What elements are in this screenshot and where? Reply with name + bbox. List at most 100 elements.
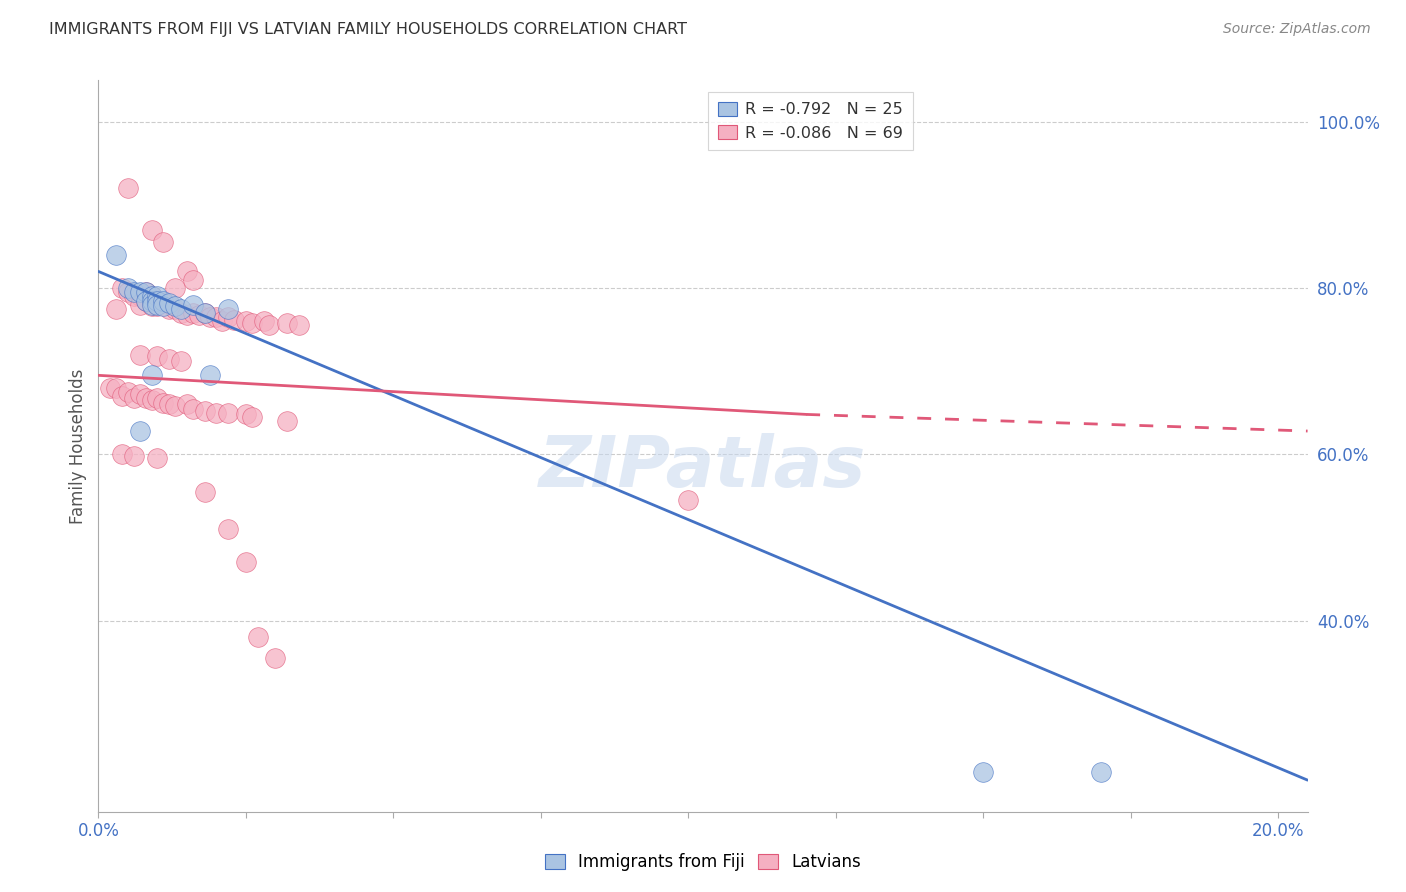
Point <box>111 447 134 461</box>
Point <box>135 285 157 300</box>
Text: Source: ZipAtlas.com: Source: ZipAtlas.com <box>1223 22 1371 37</box>
Point <box>105 381 128 395</box>
Point <box>135 293 157 308</box>
Point <box>240 409 263 424</box>
Point <box>146 298 169 312</box>
Point <box>111 389 134 403</box>
Point <box>205 310 228 325</box>
Point <box>217 406 239 420</box>
Point <box>187 308 209 322</box>
Point <box>200 368 222 383</box>
Legend: R = -0.792   N = 25, R = -0.086   N = 69: R = -0.792 N = 25, R = -0.086 N = 69 <box>709 92 912 151</box>
Point <box>276 414 298 428</box>
Point <box>157 351 180 366</box>
Point <box>170 354 193 368</box>
Point <box>117 281 139 295</box>
Point <box>141 393 163 408</box>
Point <box>141 293 163 308</box>
Point <box>117 285 139 300</box>
Point <box>152 296 174 310</box>
Point <box>141 223 163 237</box>
Point <box>165 301 187 316</box>
Point <box>152 235 174 250</box>
Point <box>146 289 169 303</box>
Point <box>117 384 139 399</box>
Point <box>128 298 150 312</box>
Point <box>105 248 128 262</box>
Point <box>176 397 198 411</box>
Point <box>972 764 994 779</box>
Point <box>152 396 174 410</box>
Point <box>170 306 193 320</box>
Point <box>128 285 150 300</box>
Point <box>217 301 239 316</box>
Point <box>141 368 163 383</box>
Point <box>146 349 169 363</box>
Point <box>111 281 134 295</box>
Legend: Immigrants from Fiji, Latvians: Immigrants from Fiji, Latvians <box>537 845 869 880</box>
Point <box>105 301 128 316</box>
Point <box>240 316 263 330</box>
Point <box>194 306 217 320</box>
Point <box>181 306 204 320</box>
Point <box>122 289 145 303</box>
Point <box>194 484 217 499</box>
Text: IMMIGRANTS FROM FIJI VS LATVIAN FAMILY HOUSEHOLDS CORRELATION CHART: IMMIGRANTS FROM FIJI VS LATVIAN FAMILY H… <box>49 22 688 37</box>
Point <box>246 630 269 644</box>
Point <box>194 306 217 320</box>
Point <box>211 314 233 328</box>
Point <box>117 181 139 195</box>
Point <box>157 296 180 310</box>
Point <box>235 314 257 328</box>
Point <box>122 285 145 300</box>
Point <box>276 316 298 330</box>
Point <box>252 314 274 328</box>
Point <box>141 289 163 303</box>
Point <box>222 312 245 326</box>
Point <box>146 391 169 405</box>
Point <box>181 298 204 312</box>
Point <box>1090 764 1112 779</box>
Point <box>217 522 239 536</box>
Point <box>176 308 198 322</box>
Point <box>135 293 157 308</box>
Point <box>170 301 193 316</box>
Point <box>128 347 150 362</box>
Point <box>128 387 150 401</box>
Point <box>122 391 145 405</box>
Point <box>146 451 169 466</box>
Point <box>146 299 169 313</box>
Point <box>128 289 150 303</box>
Point <box>122 449 145 463</box>
Point <box>135 285 157 300</box>
Point <box>135 391 157 405</box>
Text: ZIPatlas: ZIPatlas <box>540 434 866 502</box>
Point <box>152 293 174 308</box>
Point <box>194 404 217 418</box>
Point <box>165 281 187 295</box>
Point <box>141 298 163 312</box>
Point <box>152 299 174 313</box>
Point <box>98 381 121 395</box>
Point <box>157 301 180 316</box>
Point <box>146 293 169 308</box>
Point <box>146 293 169 308</box>
Point <box>181 273 204 287</box>
Point <box>165 299 187 313</box>
Point <box>165 399 187 413</box>
Point <box>157 397 180 411</box>
Point <box>264 651 287 665</box>
Point <box>141 299 163 313</box>
Point <box>200 310 222 325</box>
Point <box>235 408 257 422</box>
Point <box>205 406 228 420</box>
Point <box>128 424 150 438</box>
Point <box>176 264 198 278</box>
Point <box>678 493 700 508</box>
Point <box>235 555 257 569</box>
Y-axis label: Family Households: Family Households <box>69 368 87 524</box>
Point <box>217 310 239 325</box>
Point <box>141 289 163 303</box>
Point <box>288 318 311 333</box>
Point <box>181 401 204 416</box>
